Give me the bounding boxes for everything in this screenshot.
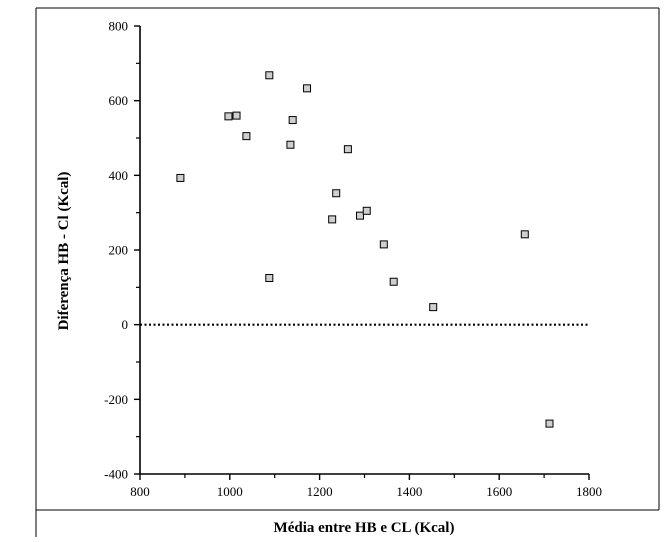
x-tick-label: 1600: [486, 484, 512, 499]
x-tick-label: 1200: [307, 484, 333, 499]
x-tick-label: 1000: [217, 484, 243, 499]
data-points: [176, 71, 554, 428]
data-point: [520, 230, 529, 239]
data-point: [332, 189, 341, 198]
data-point: [389, 277, 398, 286]
data-point: [379, 240, 388, 249]
y-tick-label: 0: [122, 317, 129, 332]
x-axis-title: Média entre HB e CL (Kcal): [274, 520, 455, 536]
data-point: [343, 145, 352, 154]
data-point: [545, 419, 554, 428]
data-point: [232, 111, 241, 120]
x-tick-label: 1800: [576, 484, 602, 499]
x-tick-label: 1400: [396, 484, 422, 499]
data-point: [176, 173, 185, 182]
y-tick-label: 200: [109, 243, 129, 258]
data-point: [362, 206, 371, 215]
data-point: [328, 215, 337, 224]
data-point: [303, 84, 312, 93]
y-tick-label: -400: [104, 467, 128, 482]
data-point: [286, 140, 295, 149]
data-point: [429, 303, 438, 312]
y-tick-label: 600: [109, 93, 129, 108]
x-tick-label: 800: [130, 484, 150, 499]
data-point: [242, 132, 251, 141]
y-tick-label: -200: [104, 392, 128, 407]
axes: -400 -200 0 200 400 600 800 800 1000 1200 1400 1600…: [104, 19, 602, 500]
y-axis-title: Diferença HB - Cl (Kcal): [56, 172, 72, 331]
y-tick-label: 400: [109, 168, 129, 183]
data-point: [265, 71, 274, 80]
data-point: [288, 116, 297, 125]
data-point: [265, 274, 274, 282]
y-tick-label: 800: [109, 19, 129, 34]
data-point: [356, 211, 365, 220]
data-point: [224, 112, 233, 121]
